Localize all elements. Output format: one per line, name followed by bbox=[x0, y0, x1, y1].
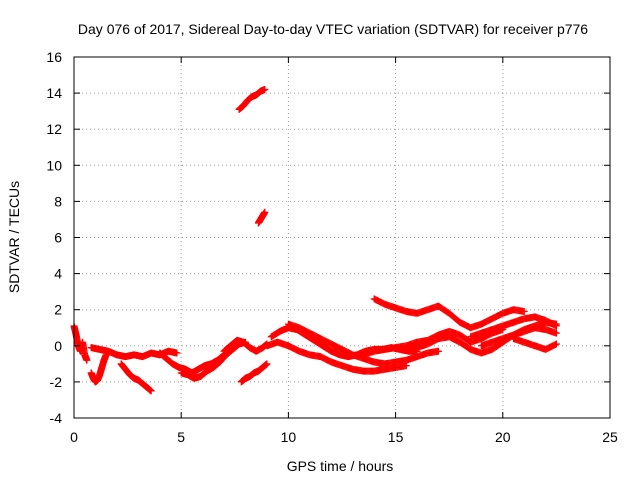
y-tick-label: -2 bbox=[50, 374, 63, 390]
x-tick-label: 5 bbox=[177, 429, 185, 445]
series-arc-09 bbox=[235, 85, 269, 113]
data-point bbox=[552, 329, 560, 337]
data-points bbox=[70, 85, 560, 395]
y-tick-label: -4 bbox=[50, 410, 63, 426]
series-arc-10 bbox=[254, 208, 269, 227]
y-tick-label: 6 bbox=[54, 230, 62, 246]
x-tick-label: 20 bbox=[495, 429, 511, 445]
series-arc-11 bbox=[267, 324, 421, 361]
series-arc-04 bbox=[117, 360, 155, 395]
series-arc-14 bbox=[359, 326, 507, 359]
x-axis-label: GPS time / hours bbox=[287, 458, 394, 474]
series-arc-17 bbox=[467, 313, 560, 341]
y-axis-label: SDTVAR / TECUs bbox=[6, 181, 22, 293]
series-arc-07 bbox=[220, 336, 271, 355]
series-arc-19 bbox=[510, 335, 560, 353]
grid-lines bbox=[74, 57, 610, 418]
axis-ticks: 0 5 10 15 20 25 -4 -2 0 2 4 6 8 10 12 14 16 bbox=[46, 49, 618, 445]
series-arc-03 bbox=[87, 344, 181, 361]
y-tick-label: 0 bbox=[54, 338, 62, 354]
y-tick-label: 12 bbox=[46, 121, 62, 137]
y-tick-label: 10 bbox=[46, 157, 62, 173]
data-point bbox=[83, 356, 91, 364]
series-arc-15 bbox=[370, 295, 528, 332]
series-arc-08 bbox=[237, 360, 271, 386]
data-point bbox=[552, 340, 560, 348]
x-tick-label: 10 bbox=[281, 429, 297, 445]
series-arc-01 bbox=[70, 322, 91, 364]
data-point bbox=[147, 387, 155, 395]
y-tick-label: 2 bbox=[54, 302, 62, 318]
data-point bbox=[520, 308, 528, 316]
x-tick-label: 0 bbox=[70, 429, 78, 445]
x-tick-label: 25 bbox=[602, 429, 618, 445]
data-point bbox=[263, 360, 271, 368]
data-point bbox=[261, 85, 269, 93]
x-tick-label: 15 bbox=[388, 429, 404, 445]
series-arc-02 bbox=[87, 351, 110, 386]
y-tick-label: 14 bbox=[46, 85, 62, 101]
data-point bbox=[552, 322, 560, 330]
y-tick-label: 4 bbox=[54, 266, 62, 282]
data-point bbox=[261, 208, 269, 216]
data-point bbox=[173, 349, 181, 357]
y-tick-label: 8 bbox=[54, 193, 62, 209]
chart-title: Day 076 of 2017, Sidereal Day-to-day VTE… bbox=[78, 21, 588, 37]
y-tick-label: 16 bbox=[46, 49, 62, 65]
series-arc-13 bbox=[284, 320, 442, 368]
data-point bbox=[434, 347, 442, 355]
